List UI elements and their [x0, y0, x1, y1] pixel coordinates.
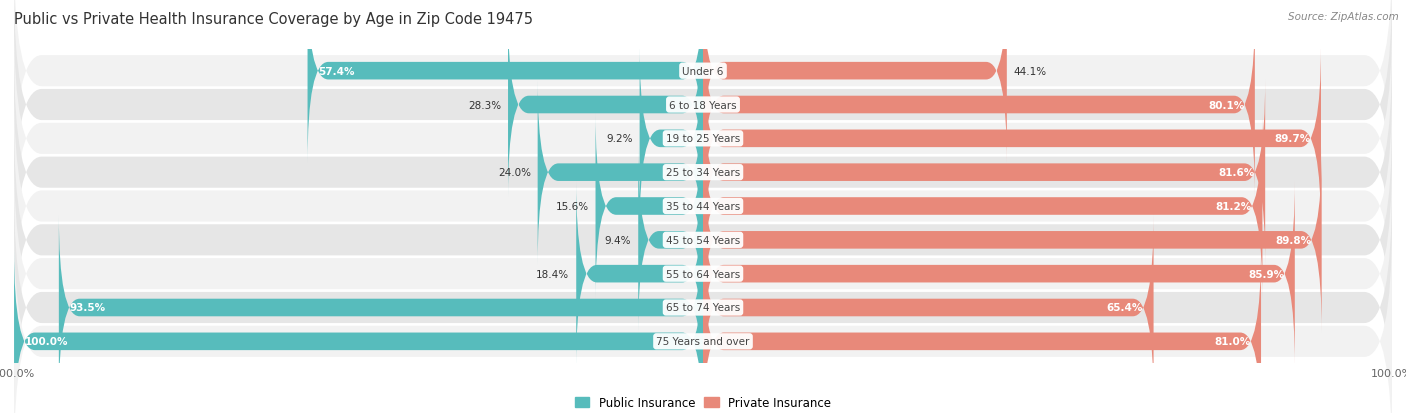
Text: 81.6%: 81.6% — [1219, 168, 1254, 178]
FancyBboxPatch shape — [703, 249, 1261, 413]
Text: 6 to 18 Years: 6 to 18 Years — [669, 100, 737, 110]
Text: 65 to 74 Years: 65 to 74 Years — [666, 303, 740, 313]
FancyBboxPatch shape — [703, 114, 1263, 299]
FancyBboxPatch shape — [537, 80, 703, 265]
Text: 93.5%: 93.5% — [69, 303, 105, 313]
FancyBboxPatch shape — [596, 114, 703, 299]
Legend: Public Insurance, Private Insurance: Public Insurance, Private Insurance — [571, 392, 835, 413]
Text: 18.4%: 18.4% — [536, 269, 569, 279]
Text: 100.0%: 100.0% — [24, 337, 67, 347]
FancyBboxPatch shape — [703, 148, 1322, 333]
Text: 89.7%: 89.7% — [1274, 134, 1310, 144]
Text: 15.6%: 15.6% — [555, 202, 589, 211]
Text: 9.4%: 9.4% — [605, 235, 631, 245]
FancyBboxPatch shape — [14, 121, 1392, 360]
FancyBboxPatch shape — [703, 80, 1265, 265]
FancyBboxPatch shape — [14, 188, 1392, 413]
FancyBboxPatch shape — [14, 0, 1392, 191]
Text: 35 to 44 Years: 35 to 44 Years — [666, 202, 740, 211]
Text: 28.3%: 28.3% — [468, 100, 501, 110]
Text: 44.1%: 44.1% — [1014, 66, 1047, 76]
Text: 57.4%: 57.4% — [318, 66, 354, 76]
Text: 24.0%: 24.0% — [498, 168, 531, 178]
FancyBboxPatch shape — [14, 87, 1392, 326]
Text: 80.1%: 80.1% — [1208, 100, 1244, 110]
FancyBboxPatch shape — [14, 222, 1392, 413]
FancyBboxPatch shape — [703, 13, 1254, 198]
Text: 9.2%: 9.2% — [606, 134, 633, 144]
Text: 89.8%: 89.8% — [1275, 235, 1312, 245]
Text: 25 to 34 Years: 25 to 34 Years — [666, 168, 740, 178]
Text: Under 6: Under 6 — [682, 66, 724, 76]
FancyBboxPatch shape — [508, 13, 703, 198]
FancyBboxPatch shape — [703, 47, 1322, 231]
FancyBboxPatch shape — [703, 0, 1007, 164]
Text: 85.9%: 85.9% — [1249, 269, 1285, 279]
FancyBboxPatch shape — [14, 0, 1392, 225]
Text: 65.4%: 65.4% — [1107, 303, 1143, 313]
FancyBboxPatch shape — [59, 215, 703, 400]
Text: 81.2%: 81.2% — [1216, 202, 1253, 211]
FancyBboxPatch shape — [14, 53, 1392, 292]
Text: 45 to 54 Years: 45 to 54 Years — [666, 235, 740, 245]
Text: 19 to 25 Years: 19 to 25 Years — [666, 134, 740, 144]
Text: Public vs Private Health Insurance Coverage by Age in Zip Code 19475: Public vs Private Health Insurance Cover… — [14, 12, 533, 27]
FancyBboxPatch shape — [14, 249, 703, 413]
FancyBboxPatch shape — [14, 19, 1392, 259]
Text: Source: ZipAtlas.com: Source: ZipAtlas.com — [1288, 12, 1399, 22]
Text: 75 Years and over: 75 Years and over — [657, 337, 749, 347]
FancyBboxPatch shape — [703, 182, 1295, 366]
Text: 55 to 64 Years: 55 to 64 Years — [666, 269, 740, 279]
FancyBboxPatch shape — [703, 215, 1153, 400]
Text: 81.0%: 81.0% — [1215, 337, 1251, 347]
FancyBboxPatch shape — [576, 182, 703, 366]
FancyBboxPatch shape — [308, 0, 703, 164]
FancyBboxPatch shape — [640, 47, 703, 231]
FancyBboxPatch shape — [638, 148, 703, 333]
FancyBboxPatch shape — [14, 154, 1392, 394]
